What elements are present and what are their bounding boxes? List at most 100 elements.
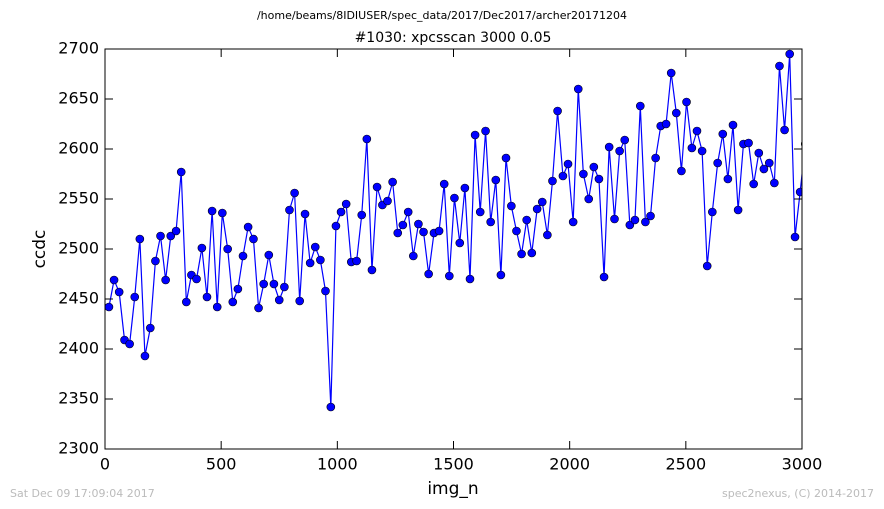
data-point	[238, 251, 248, 261]
suptitle: /home/beams/8IDIUSER/spec_data/2017/Dec2…	[257, 9, 627, 22]
data-point	[625, 220, 635, 230]
x-tick-label: 500	[206, 455, 237, 474]
data-point	[651, 153, 660, 163]
data-point	[775, 61, 784, 71]
data-point	[496, 270, 506, 280]
data-point	[584, 194, 594, 204]
y-tick-label: 2500	[58, 239, 99, 258]
data-point	[326, 402, 336, 412]
y-tick-label: 2600	[58, 139, 99, 158]
data-point	[754, 148, 764, 158]
data-point	[450, 193, 459, 203]
x-tick-label: 2500	[665, 455, 706, 474]
data-point	[573, 84, 583, 94]
data-point	[553, 106, 562, 116]
data-point	[176, 167, 186, 177]
x-tick-label: 2000	[549, 455, 590, 474]
data-point	[105, 302, 114, 312]
data-point	[439, 179, 449, 189]
y-tick-label: 2450	[58, 289, 99, 308]
data-point	[630, 215, 640, 225]
data-point	[563, 159, 573, 169]
data-point	[331, 221, 341, 231]
data-point	[728, 120, 738, 130]
data-point	[687, 143, 697, 153]
data-point	[460, 183, 470, 193]
data-point	[114, 287, 124, 297]
data-point	[661, 119, 671, 129]
data-point	[109, 275, 119, 285]
y-tick-label: 2650	[58, 89, 99, 108]
data-point	[285, 205, 294, 215]
data-point	[243, 222, 253, 232]
y-tick-label: 2350	[58, 389, 99, 408]
data-point	[130, 292, 140, 302]
data-point	[594, 174, 604, 184]
data-point	[527, 248, 537, 258]
data-point	[692, 126, 702, 136]
data-point	[125, 339, 134, 349]
data-point	[424, 269, 433, 279]
data-point	[770, 178, 779, 188]
data-line	[108, 53, 802, 408]
data-point	[254, 303, 263, 313]
data-point	[414, 219, 423, 229]
data-point	[372, 182, 382, 192]
y-axis-label: ccdc	[30, 230, 50, 269]
data-point	[197, 243, 207, 253]
data-point	[398, 220, 408, 230]
data-point	[718, 129, 728, 139]
x-tick-label: 0	[100, 455, 110, 474]
footer-right: spec2nexus, (C) 2014-2017	[722, 487, 874, 500]
chart-title: #1030: xpcsscan 3000 0.05	[355, 30, 552, 46]
data-point	[445, 271, 454, 281]
data-point	[568, 217, 578, 227]
data-point	[393, 228, 403, 238]
data-point	[228, 297, 238, 307]
data-point	[274, 295, 284, 305]
data-point	[790, 232, 800, 242]
data-point	[795, 187, 802, 197]
data-point	[455, 238, 465, 248]
data-point	[171, 226, 181, 236]
data-point	[579, 169, 588, 179]
data-point	[708, 207, 717, 217]
data-point	[135, 234, 145, 244]
data-point	[646, 211, 655, 221]
data-point	[641, 217, 650, 227]
data-point	[610, 214, 619, 224]
data-point	[357, 210, 367, 220]
data-point	[233, 284, 243, 294]
x-tick-label: 1500	[433, 455, 474, 474]
data-point	[759, 164, 769, 174]
data-point	[305, 258, 315, 268]
data-point	[434, 226, 444, 236]
data-point	[269, 279, 279, 289]
data-point	[522, 215, 531, 225]
data-point	[486, 217, 495, 227]
data-point	[367, 265, 377, 275]
data-point	[182, 297, 191, 307]
data-point	[290, 188, 299, 198]
data-point	[604, 142, 614, 152]
data-point	[713, 158, 722, 168]
data-point	[383, 196, 392, 206]
data-point	[212, 302, 222, 312]
data-point	[218, 208, 227, 218]
data-point	[517, 249, 526, 259]
data-point	[532, 204, 542, 214]
data-point	[316, 255, 325, 265]
data-point	[589, 162, 599, 172]
data-point	[300, 209, 310, 219]
data-point	[744, 138, 753, 148]
data-point	[620, 135, 630, 145]
data-point	[475, 207, 485, 217]
data-point	[321, 286, 330, 296]
data-point	[543, 230, 552, 240]
data-point	[352, 256, 361, 266]
data-point	[192, 274, 201, 284]
data-point	[409, 251, 418, 261]
data-point	[223, 244, 232, 254]
data-point	[156, 231, 165, 241]
